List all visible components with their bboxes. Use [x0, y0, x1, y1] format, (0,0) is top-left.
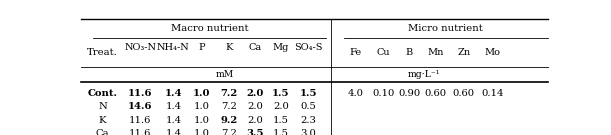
Text: 1.0: 1.0 [194, 102, 210, 111]
Text: Ca: Ca [95, 129, 109, 135]
Text: Mo: Mo [484, 48, 500, 57]
Text: 2.0: 2.0 [247, 89, 264, 98]
Text: 1.4: 1.4 [165, 89, 182, 98]
Text: 1.4: 1.4 [166, 102, 181, 111]
Text: 0.14: 0.14 [481, 89, 503, 98]
Text: 11.6: 11.6 [129, 129, 152, 135]
Text: Macro nutrient: Macro nutrient [171, 24, 249, 33]
Text: 7.2: 7.2 [221, 129, 237, 135]
Text: 0.90: 0.90 [398, 89, 420, 98]
Text: K: K [225, 43, 233, 52]
Text: P: P [199, 43, 205, 52]
Text: 0.5: 0.5 [301, 102, 316, 111]
Text: 1.0: 1.0 [194, 116, 210, 125]
Text: Cu: Cu [376, 48, 390, 57]
Text: Treat.: Treat. [87, 48, 118, 57]
Text: 7.2: 7.2 [221, 102, 237, 111]
Text: B: B [406, 48, 413, 57]
Text: Fe: Fe [349, 48, 362, 57]
Text: 1.4: 1.4 [166, 116, 181, 125]
Text: 3.5: 3.5 [247, 129, 264, 135]
Text: 1.5: 1.5 [273, 116, 289, 125]
Text: 3.0: 3.0 [301, 129, 316, 135]
Text: 2.0: 2.0 [247, 116, 263, 125]
Text: 2.0: 2.0 [247, 102, 263, 111]
Text: Mn: Mn [427, 48, 444, 57]
Text: 1.5: 1.5 [299, 89, 317, 98]
Text: 4.0: 4.0 [348, 89, 364, 98]
Text: N: N [98, 102, 107, 111]
Text: Zn: Zn [457, 48, 470, 57]
Text: Micro nutrient: Micro nutrient [408, 24, 483, 33]
Text: 0.10: 0.10 [372, 89, 395, 98]
Text: mM: mM [215, 70, 233, 79]
Text: mg·L⁻¹: mg·L⁻¹ [408, 70, 440, 79]
Text: 1.0: 1.0 [194, 129, 210, 135]
Text: 14.6: 14.6 [128, 102, 153, 111]
Text: 1.5: 1.5 [273, 129, 289, 135]
Text: SO₄-S: SO₄-S [294, 43, 323, 52]
Text: 1.0: 1.0 [193, 89, 211, 98]
Text: NO₃-N: NO₃-N [124, 43, 156, 52]
Text: Cont.: Cont. [87, 89, 117, 98]
Text: 1.4: 1.4 [166, 129, 181, 135]
Text: 11.6: 11.6 [129, 116, 152, 125]
Text: 2.3: 2.3 [301, 116, 316, 125]
Text: Mg: Mg [273, 43, 289, 52]
Text: 2.0: 2.0 [273, 102, 289, 111]
Text: Ca: Ca [249, 43, 262, 52]
Text: 9.2: 9.2 [220, 116, 238, 125]
Text: 0.60: 0.60 [453, 89, 475, 98]
Text: 11.6: 11.6 [128, 89, 153, 98]
Text: 0.60: 0.60 [424, 89, 447, 98]
Text: NH₄-N: NH₄-N [157, 43, 190, 52]
Text: 1.5: 1.5 [272, 89, 290, 98]
Text: 7.2: 7.2 [220, 89, 238, 98]
Text: K: K [98, 116, 106, 125]
